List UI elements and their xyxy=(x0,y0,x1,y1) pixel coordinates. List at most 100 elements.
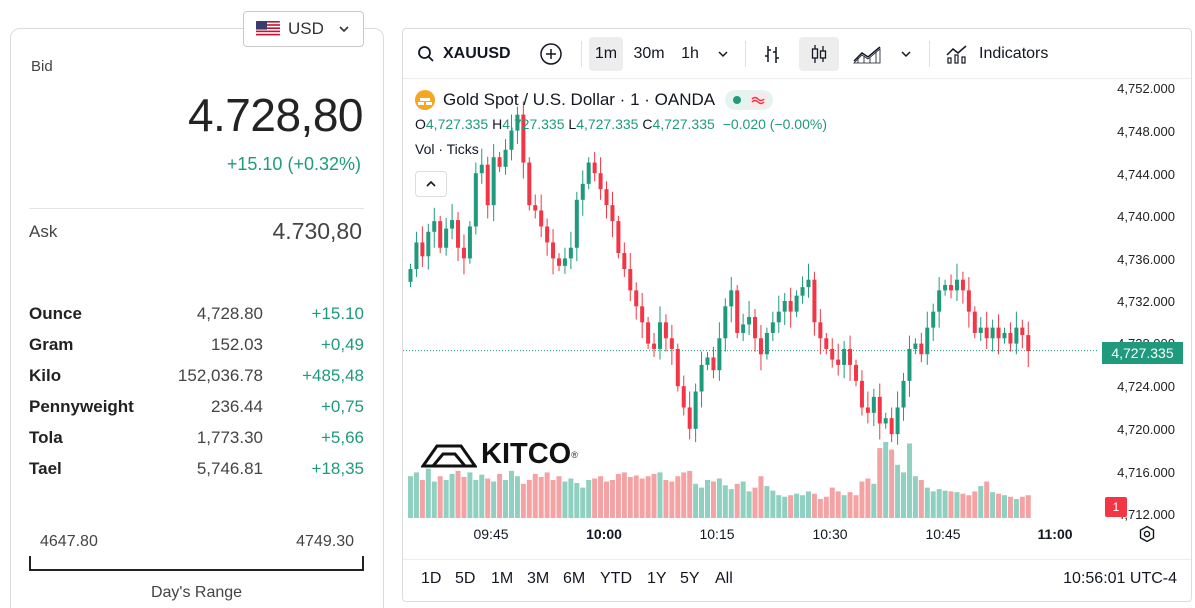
volume-bar xyxy=(811,493,817,518)
volume-bar xyxy=(538,476,544,518)
volume-bar xyxy=(544,472,550,518)
candle-body xyxy=(438,221,443,248)
volume-bar xyxy=(966,495,972,518)
volume-bar xyxy=(449,473,455,518)
chart-settings-icon[interactable] xyxy=(1138,525,1156,543)
candle-body xyxy=(657,322,662,349)
unit-change: +485,48 xyxy=(302,365,364,385)
interval-dropdown[interactable] xyxy=(709,37,737,71)
candle-body xyxy=(954,279,959,291)
candle-body xyxy=(479,164,484,174)
unit-change: +18,35 xyxy=(311,458,364,478)
volume-bar xyxy=(990,492,996,518)
range-5d[interactable]: 5D xyxy=(455,570,476,587)
volume-bar xyxy=(443,480,449,518)
market-status-pill[interactable] xyxy=(725,90,774,110)
toolbar-divider xyxy=(745,41,746,67)
unit-value: 4,728.80 xyxy=(196,303,263,323)
volume-bar xyxy=(912,476,918,518)
price-chart[interactable] xyxy=(403,80,1191,518)
candle-body xyxy=(432,221,437,232)
interval-1h[interactable]: 1h xyxy=(681,45,699,62)
range-all[interactable]: All xyxy=(715,570,733,587)
volume-bar xyxy=(705,480,710,518)
candle-body xyxy=(711,357,716,371)
bar-style-button[interactable] xyxy=(755,37,789,71)
bars-icon xyxy=(765,46,779,63)
candle-body xyxy=(1020,327,1025,336)
area-style-button[interactable] xyxy=(847,37,887,71)
volume-bar xyxy=(954,492,960,518)
legend-title-row: Gold Spot / U.S. Dollar · 1 · OANDA xyxy=(415,88,827,112)
volume-bar xyxy=(693,483,699,518)
bid-label: Bid xyxy=(31,58,53,75)
candle-body xyxy=(503,149,508,167)
price-tick: 4,748.000 xyxy=(1117,124,1175,139)
status-icons xyxy=(733,93,768,107)
volume-bar xyxy=(663,480,669,518)
volume-bar xyxy=(770,490,776,518)
range-6m[interactable]: 6M xyxy=(563,570,586,587)
volume-bar xyxy=(948,491,954,518)
high-label: H xyxy=(492,116,503,132)
range-1d[interactable]: 1D xyxy=(421,570,442,587)
currency-label: USD xyxy=(288,19,324,38)
candle-body xyxy=(931,311,936,328)
chart-toolbar: XAUUSD 1m 30m 1h xyxy=(403,29,1191,79)
volume-bar xyxy=(598,476,604,518)
toolbar-divider xyxy=(929,41,930,67)
candles-style-button[interactable] xyxy=(799,37,839,71)
candle-body xyxy=(610,205,615,222)
range-3m[interactable]: 3M xyxy=(527,570,550,587)
alert-badge[interactable]: 1 xyxy=(1105,497,1127,517)
candle-body xyxy=(913,343,918,349)
candle-body xyxy=(996,327,1001,339)
candle-body xyxy=(836,359,841,365)
unit-value: 236.44 xyxy=(211,396,263,416)
volume-bar xyxy=(497,473,503,518)
candle-body xyxy=(551,242,556,259)
price-tick: 4,716.000 xyxy=(1117,465,1175,480)
interval-30m[interactable]: 30m xyxy=(633,45,665,62)
volume-bar xyxy=(906,443,912,518)
volume-bar xyxy=(574,483,580,518)
area-chart-icon xyxy=(853,46,881,64)
indicators-label: Indicators xyxy=(979,45,1049,62)
interval-1m[interactable]: 1m xyxy=(589,37,623,71)
compare-button[interactable] xyxy=(534,37,568,71)
add-circle-icon xyxy=(540,43,562,65)
price-tick: 4,752.000 xyxy=(1117,81,1175,96)
candle-body xyxy=(842,348,847,365)
volume-bar xyxy=(829,487,835,518)
indicators-button[interactable]: Indicators xyxy=(939,37,1065,71)
price-tick: 4,712.000 xyxy=(1117,507,1175,522)
volume-bar xyxy=(758,476,764,518)
candle-body xyxy=(764,332,769,355)
currency-select[interactable]: USD xyxy=(243,11,364,47)
volume-bar xyxy=(615,473,621,518)
price-tick: 4,740.000 xyxy=(1117,209,1175,224)
time-tick: 10:30 xyxy=(812,526,848,542)
candle-body xyxy=(574,199,579,248)
unit-name: Kilo xyxy=(29,365,62,385)
range-1y[interactable]: 1Y xyxy=(647,570,667,587)
candle-body xyxy=(634,290,639,307)
candle-body xyxy=(467,226,472,259)
candle-body xyxy=(640,306,645,323)
candle-body xyxy=(848,348,853,365)
unit-name: Tael xyxy=(29,458,62,478)
unit-row-pennyweight: Pennyweight 236.44 +0,75 xyxy=(29,391,364,422)
range-5y[interactable]: 5Y xyxy=(680,570,700,587)
range-1m[interactable]: 1M xyxy=(491,570,514,587)
symbol-search-button[interactable]: XAUUSD xyxy=(413,37,513,71)
range-ytd[interactable]: YTD xyxy=(600,570,632,587)
chevron-down-icon xyxy=(718,51,728,58)
candle-body xyxy=(919,343,924,355)
chart-title: Gold Spot / U.S. Dollar · 1 · OANDA xyxy=(443,90,716,109)
chart-type-dropdown[interactable] xyxy=(893,37,919,71)
chart-legend: Gold Spot / U.S. Dollar · 1 · OANDA O4,7… xyxy=(415,88,827,157)
search-icon xyxy=(418,46,434,62)
volume-bar xyxy=(800,495,806,518)
candle-body xyxy=(794,295,799,312)
collapse-legend-button[interactable] xyxy=(415,171,447,197)
